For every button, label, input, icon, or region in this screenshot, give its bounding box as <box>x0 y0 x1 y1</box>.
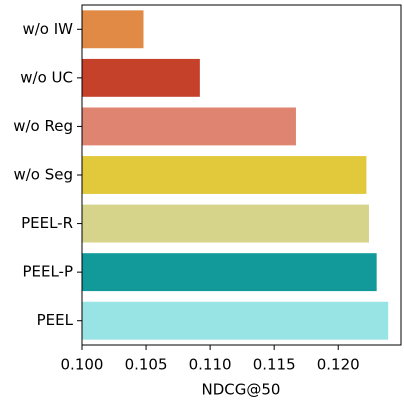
plot-frame <box>81 4 402 346</box>
bar <box>82 253 377 292</box>
bar <box>82 156 367 194</box>
x-tick-label: 0.115 <box>253 356 296 374</box>
x-tick-label: 0.110 <box>189 356 232 374</box>
bar <box>82 204 369 243</box>
x-tick-label: 0.120 <box>317 356 360 374</box>
bar <box>82 301 389 340</box>
x-axis-label: NDCG@50 <box>202 381 281 399</box>
bar <box>82 10 144 49</box>
bar <box>82 58 200 97</box>
x-tick-label: 0.105 <box>125 356 168 374</box>
y-tick-label: PEEL-P <box>22 263 73 281</box>
y-tick-label: w/o IW <box>22 20 73 38</box>
y-tick-label: w/o Reg <box>13 117 73 135</box>
y-tick-label: PEEL-R <box>21 214 73 232</box>
x-tick-label: 0.100 <box>61 356 104 374</box>
y-tick-label: w/o UC <box>20 68 73 86</box>
bar <box>82 107 296 146</box>
y-tick-label: PEEL <box>37 311 74 329</box>
y-tick-label: w/o Seg <box>13 166 73 184</box>
